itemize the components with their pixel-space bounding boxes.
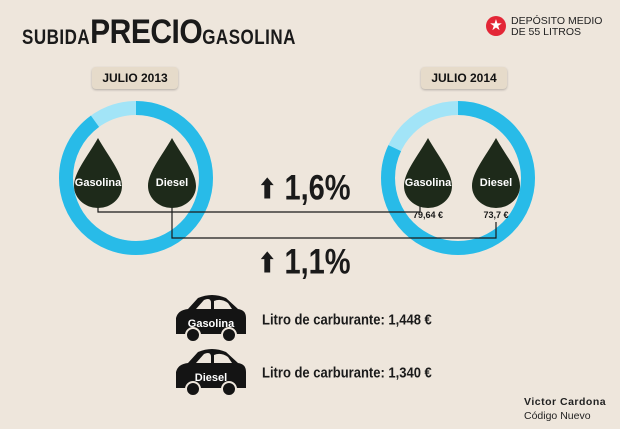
- drop-diesel-2013: [148, 138, 196, 208]
- credit: Victor Cardona Código Nuevo: [524, 395, 606, 423]
- deposit-note: ★ DEPÓSITO MEDIO DE 55 LITROS: [486, 16, 611, 38]
- diesel-connector: [171, 198, 497, 239]
- credit-name: Victor Cardona: [524, 396, 607, 408]
- car-gasolina: Gasolina: [176, 295, 246, 343]
- increase-diesel: ⬆ 1,1%: [258, 243, 351, 283]
- increase-gasolina-value: 1,6%: [284, 169, 351, 208]
- car-label-gasolina: Gasolina: [188, 318, 235, 330]
- price-gasolina-2014: 79,64 €: [413, 210, 443, 220]
- drop-diesel-2014: [472, 138, 520, 208]
- ring-2014-fill: [381, 101, 535, 255]
- car-label-diesel: Diesel: [195, 372, 227, 384]
- year-label-2014: JULIO 2014: [421, 67, 507, 89]
- increase-gasolina: ⬆ 1,6%: [258, 169, 351, 209]
- deposit-note-text: DEPÓSITO MEDIO DE 55 LITROS: [511, 15, 603, 38]
- credit-org: Código Nuevo: [524, 410, 591, 422]
- litro-gasolina-text: Litro de carburante: 1,448 €: [262, 310, 432, 329]
- drop-gasolina-2014: [404, 138, 452, 208]
- year-label-2013: JULIO 2013: [92, 67, 178, 89]
- arrow-up-icon: ⬆: [258, 173, 277, 204]
- drop-label-gasolina-2013: Gasolina: [75, 177, 122, 189]
- title-precio: PRECIO: [90, 13, 203, 52]
- car-diesel: Diesel: [176, 349, 246, 397]
- drop-label-diesel-2013: Diesel: [156, 177, 188, 189]
- price-diesel-2014: 73,7 €: [483, 210, 508, 220]
- title-subida: SUBIDA: [22, 25, 91, 49]
- star-icon: ★: [486, 16, 506, 36]
- drop-gasolina-2013: [74, 138, 122, 208]
- drop-label-diesel-2014: Diesel: [480, 177, 512, 189]
- litro-diesel-text: Litro de carburante: 1,340 €: [262, 363, 432, 382]
- ring-2013-fill: [59, 101, 213, 255]
- title-gasolina: GASOLINA: [202, 25, 296, 49]
- arrow-up-icon: ⬆: [258, 247, 277, 278]
- drop-label-gasolina-2014: Gasolina: [405, 177, 452, 189]
- increase-diesel-value: 1,1%: [284, 243, 351, 282]
- page-title: SUBIDA PRECIO GASOLINA: [22, 10, 296, 50]
